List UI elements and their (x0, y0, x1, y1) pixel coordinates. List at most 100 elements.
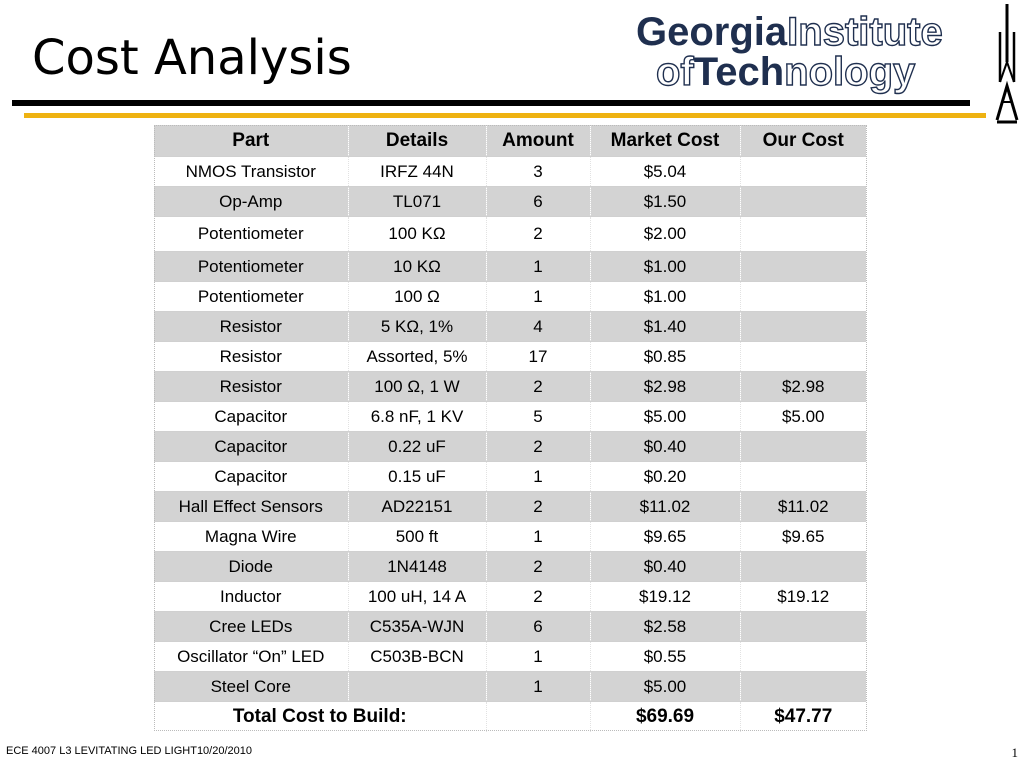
header-part: Part (154, 125, 348, 157)
cell-amount: 17 (485, 341, 590, 372)
table-row: Magna Wire 500 ft 1 $9.65 $9.65 (154, 521, 866, 552)
cell-our-cost: $9.65 (739, 521, 866, 552)
cell-details: 500 ft (347, 521, 486, 552)
cell-market-cost: $9.65 (589, 521, 740, 552)
total-label: Total Cost to Build: (154, 701, 486, 732)
cell-part: Potentiometer (154, 216, 348, 252)
cell-part: Resistor (154, 311, 348, 342)
cell-market-cost: $11.02 (589, 491, 740, 522)
table-row: Op-Amp TL071 6 $1.50 (154, 186, 866, 217)
cell-details: AD22151 (347, 491, 486, 522)
cell-amount: 1 (485, 641, 590, 672)
total-row: Total Cost to Build: $69.69 $47.77 (154, 701, 866, 732)
cell-amount: 2 (485, 581, 590, 612)
cell-part: Capacitor (154, 431, 348, 462)
cell-part: Potentiometer (154, 251, 348, 282)
table-row: Capacitor 0.22 uF 2 $0.40 (154, 431, 866, 462)
logo-word-institute: Institute (786, 9, 943, 54)
cell-market-cost: $0.40 (589, 551, 740, 582)
table-row: Steel Core 1 $5.00 (154, 671, 866, 702)
cell-amount: 1 (485, 671, 590, 702)
logo-word-georgia: Georgia (636, 10, 788, 54)
table-row: Potentiometer 100 KΩ 2 $2.00 (154, 216, 866, 252)
cell-our-cost (739, 461, 866, 492)
cell-amount: 1 (485, 521, 590, 552)
total-amount-empty (485, 701, 590, 732)
table-row: Resistor Assorted, 5% 17 $0.85 (154, 341, 866, 372)
cell-amount: 2 (485, 431, 590, 462)
cell-market-cost: $5.04 (589, 156, 740, 187)
table-row: Cree LEDs C535A-WJN 6 $2.58 (154, 611, 866, 642)
footer-page-number: 1 (1011, 745, 1019, 760)
cell-part: Oscillator “On” LED (154, 641, 348, 672)
cell-amount: 1 (485, 461, 590, 492)
title-underline-gold (24, 113, 986, 118)
cell-part: Resistor (154, 371, 348, 402)
cell-market-cost: $19.12 (589, 581, 740, 612)
cell-market-cost: $2.98 (589, 371, 740, 402)
table-row: NMOS Transistor IRFZ 44N 3 $5.04 (154, 156, 866, 187)
footer-course-info: ECE 4007 L3 LEVITATING LED LIGHT10/20/20… (6, 745, 252, 757)
cell-our-cost (739, 641, 866, 672)
cell-part: Magna Wire (154, 521, 348, 552)
cell-market-cost: $1.00 (589, 251, 740, 282)
cell-part: Capacitor (154, 461, 348, 492)
cell-details: 10 KΩ (347, 251, 486, 282)
cell-details: TL071 (347, 186, 486, 217)
cell-details: 0.22 uF (347, 431, 486, 462)
table-row: Hall Effect Sensors AD22151 2 $11.02 $11… (154, 491, 866, 522)
cell-part: Hall Effect Sensors (154, 491, 348, 522)
cell-market-cost: $0.40 (589, 431, 740, 462)
cell-our-cost (739, 611, 866, 642)
table-row: Potentiometer 10 KΩ 1 $1.00 (154, 251, 866, 282)
cell-details: 100 KΩ (347, 216, 486, 252)
cell-amount: 2 (485, 491, 590, 522)
cell-details: IRFZ 44N (347, 156, 486, 187)
table-header-row: Part Details Amount Market Cost Our Cost (154, 125, 866, 157)
cell-details: 100 Ω, 1 W (347, 371, 486, 402)
georgia-tech-logo: GeorgiaInstitute ofTechnology (636, 9, 996, 94)
logo-word-tech: Tech (693, 50, 785, 94)
cell-our-cost (739, 251, 866, 282)
cell-our-cost (739, 311, 866, 342)
cell-market-cost: $1.40 (589, 311, 740, 342)
table-row: Potentiometer 100 Ω 1 $1.00 (154, 281, 866, 312)
cell-amount: 2 (485, 216, 590, 252)
cell-market-cost: $5.00 (589, 401, 740, 432)
cell-market-cost: $0.55 (589, 641, 740, 672)
cell-details: 100 uH, 14 A (347, 581, 486, 612)
cell-our-cost: $2.98 (739, 371, 866, 402)
cell-part: Capacitor (154, 401, 348, 432)
cell-market-cost: $1.50 (589, 186, 740, 217)
header-amount: Amount (485, 125, 590, 157)
cell-part: NMOS Transistor (154, 156, 348, 187)
header-our-cost: Our Cost (739, 125, 866, 157)
cell-our-cost (739, 341, 866, 372)
total-market-cost: $69.69 (589, 701, 740, 732)
cell-amount: 6 (485, 611, 590, 642)
cell-our-cost: $19.12 (739, 581, 866, 612)
table-row: Resistor 5 KΩ, 1% 4 $1.40 (154, 311, 866, 342)
logo-line-1: GeorgiaInstitute (636, 9, 943, 54)
cell-details: 1N4148 (347, 551, 486, 582)
cell-our-cost (739, 156, 866, 187)
logo-line-2: ofTechnology (655, 49, 916, 94)
logo-word-nology: nology (783, 49, 916, 94)
cell-details (347, 671, 486, 702)
cell-part: Op-Amp (154, 186, 348, 217)
gt-tower-icon (995, 4, 1019, 124)
cell-details: C535A-WJN (347, 611, 486, 642)
cell-market-cost: $0.20 (589, 461, 740, 492)
cell-details: 0.15 uF (347, 461, 486, 492)
cell-our-cost (739, 551, 866, 582)
table-row: Diode 1N4148 2 $0.40 (154, 551, 866, 582)
header-details: Details (347, 125, 486, 157)
slide-title: Cost Analysis (32, 30, 352, 86)
table-row: Capacitor 0.15 uF 1 $0.20 (154, 461, 866, 492)
header-market-cost: Market Cost (589, 125, 740, 157)
cell-our-cost: $11.02 (739, 491, 866, 522)
cell-our-cost: $5.00 (739, 401, 866, 432)
cell-part: Steel Core (154, 671, 348, 702)
cell-amount: 1 (485, 281, 590, 312)
cell-amount: 3 (485, 156, 590, 187)
